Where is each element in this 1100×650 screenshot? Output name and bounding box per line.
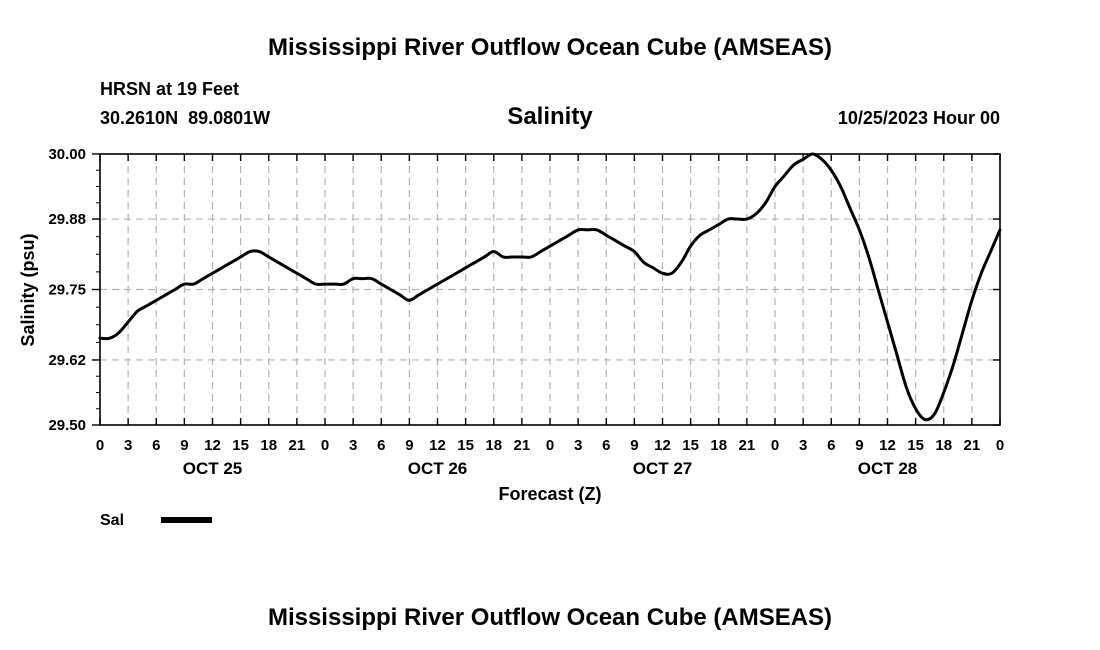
x-tick-label: 21 (739, 437, 756, 454)
x-tick-label: 0 (771, 437, 779, 454)
y-tick-label: 29.75 (48, 282, 86, 299)
x-tick-label: 6 (602, 437, 610, 454)
plot-frame (99, 153, 1001, 426)
x-tick-label: 3 (349, 437, 357, 454)
x-tick-label: 3 (799, 437, 807, 454)
x-tick-label: 9 (180, 437, 188, 454)
station-coords: 30.2610N 89.0801W (100, 108, 270, 128)
x-tick-label: 0 (321, 437, 329, 454)
forecast-datetime: 10/25/2023 Hour 00 (838, 108, 1000, 128)
x-tick-labels: 0 3 6 9 12 15 18 21 0 3 6 9 12 15 18 21 0 3 6 9 12 15 18 21 0 3 6 9… (96, 437, 1004, 454)
y-tick-label: 29.62 (48, 352, 86, 369)
y-axis-title: Salinity (psu) (18, 233, 38, 346)
x-tick-label: 21 (514, 437, 531, 454)
day-label: OCT 27 (633, 459, 693, 478)
day-label: OCT 26 (408, 459, 468, 478)
day-label: OCT 25 (183, 459, 243, 478)
x-tick-label: 21 (289, 437, 306, 454)
x-tick-label: 0 (96, 437, 104, 454)
x-tick-label: 18 (935, 437, 952, 454)
x-tick-label: 3 (124, 437, 132, 454)
x-tick-label: 15 (457, 437, 474, 454)
x-tick-label: 9 (405, 437, 413, 454)
x-tick-label: 0 (996, 437, 1004, 454)
x-tick-label: 9 (855, 437, 863, 454)
x-tick-label: 6 (827, 437, 835, 454)
x-tick-label: 6 (152, 437, 160, 454)
x-tick-label: 9 (630, 437, 638, 454)
x-tick-label: 12 (204, 437, 221, 454)
y-tick-labels: 29.50 29.62 29.75 29.88 30.00 (48, 146, 86, 434)
footer-title: Mississippi River Outflow Ocean Cube (AM… (268, 604, 832, 631)
x-tick-label: 12 (654, 437, 671, 454)
x-tick-label: 18 (485, 437, 502, 454)
legend-label: Sal (100, 512, 124, 529)
variable-title: Salinity (507, 103, 593, 130)
x-tick-label: 15 (682, 437, 699, 454)
day-labels: OCT 25 OCT 26 OCT 27 OCT 28 (183, 459, 918, 478)
y-tick-label: 30.00 (48, 146, 86, 163)
x-tick-label: 12 (429, 437, 446, 454)
x-tick-label: 6 (377, 437, 385, 454)
x-tick-label: 18 (260, 437, 277, 454)
x-tick-label: 0 (546, 437, 554, 454)
x-tick-label: 12 (879, 437, 896, 454)
salinity-series-line (98, 152, 1002, 422)
main-title: Mississippi River Outflow Ocean Cube (AM… (268, 34, 832, 61)
y-tick-label: 29.88 (48, 211, 86, 228)
station-label: HRSN at 19 Feet (100, 79, 239, 99)
x-axis-title: Forecast (Z) (498, 484, 601, 504)
grid-lines (100, 154, 1000, 425)
x-tick-label: 18 (710, 437, 727, 454)
day-label: OCT 28 (858, 459, 918, 478)
x-tick-label: 21 (964, 437, 981, 454)
x-tick-label: 3 (574, 437, 582, 454)
x-tick-label: 15 (232, 437, 249, 454)
y-tick-label: 29.50 (48, 417, 86, 434)
x-tick-label: 15 (907, 437, 924, 454)
